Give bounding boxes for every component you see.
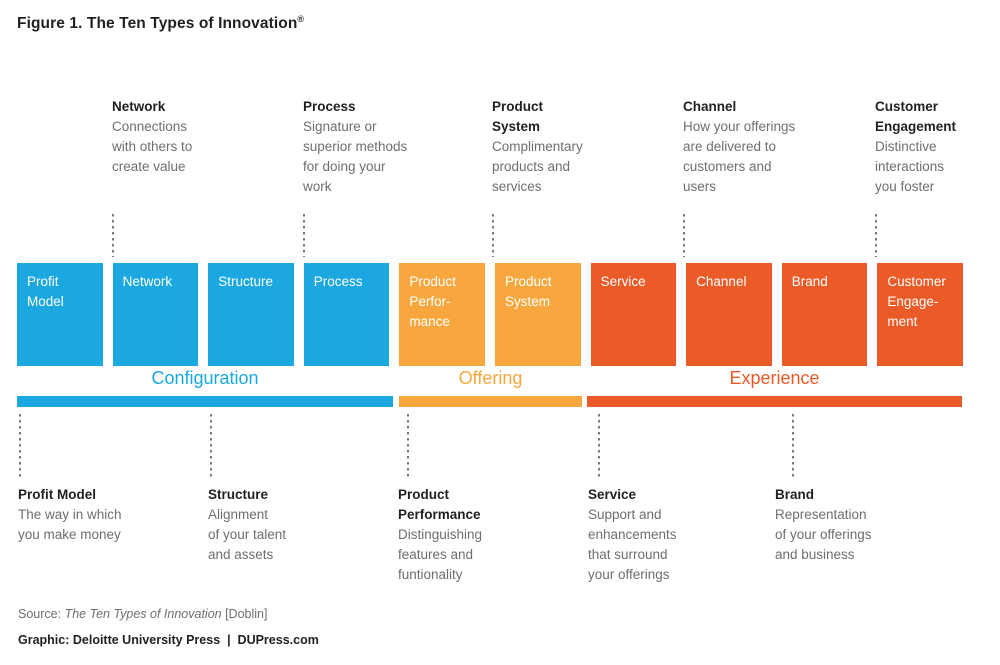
connector-dash-network (112, 214, 114, 257)
top-desc-process: Process Signature or superior methods fo… (303, 97, 448, 197)
top-desc-customer-engagement: Customer Engagement Distinctive interact… (875, 97, 997, 197)
type-boxes-row: Profit Model Network Structure Process P… (17, 263, 963, 366)
top-desc-network: Network Connections with others to creat… (112, 97, 257, 177)
category-label-configuration: Configuration (151, 368, 259, 388)
connector-dash-structure (210, 414, 212, 480)
source-line: Source: The Ten Types of Innovation [Dob… (18, 607, 267, 621)
bottom-desc-product-performance: Product Performance Distinguishing featu… (398, 485, 553, 585)
box-structure: Structure (208, 263, 294, 366)
top-desc-process-heading: Process (303, 99, 356, 114)
figure-title: Figure 1. The Ten Types of Innovation® (17, 14, 304, 33)
bottom-desc-product-performance-heading: Product Performance (398, 487, 481, 522)
category-bar-offering (399, 396, 582, 407)
bottom-desc-profit-model-body: The way in which you make money (18, 507, 122, 542)
connector-dash-service (598, 414, 600, 480)
bottom-desc-structure: Structure Alignment of your talent and a… (208, 485, 363, 565)
connector-dash-process (303, 214, 305, 257)
top-desc-channel: Channel How your offerings are delivered… (683, 97, 828, 197)
bottom-desc-service-body: Support and enhancements that surround y… (588, 507, 677, 582)
top-desc-network-heading: Network (112, 99, 166, 114)
category-bar-experience (587, 396, 962, 407)
registered-trademark-symbol: ® (297, 14, 305, 24)
credit-line: Graphic: Deloitte University Press | DUP… (18, 633, 319, 647)
bottom-desc-brand: Brand Representation of your offerings a… (775, 485, 930, 565)
bottom-desc-brand-body: Representation of your offerings and bus… (775, 507, 872, 562)
bottom-desc-profit-model-heading: Profit Model (18, 487, 96, 502)
category-bar-configuration (17, 396, 393, 407)
connector-dash-brand (792, 414, 794, 480)
box-channel: Channel (686, 263, 772, 366)
connector-dash-product-performance (407, 414, 409, 480)
connector-dash-profit-model (19, 414, 21, 480)
box-process: Process (303, 263, 390, 366)
source-book-title: The Ten Types of Innovation (64, 607, 222, 621)
box-network: Network (112, 263, 199, 366)
box-customer-engagement: Customer Engage- ment (877, 263, 963, 366)
box-brand: Brand (781, 263, 868, 366)
figure-title-text: Figure 1. The Ten Types of Innovation (17, 15, 298, 33)
connector-dash-channel (683, 214, 685, 257)
top-desc-customer-engagement-body: Distinctive interactions you foster (875, 139, 945, 194)
top-desc-channel-body: How your offerings are delivered to cust… (683, 119, 796, 194)
top-desc-customer-engagement-heading: Customer Engagement (875, 99, 957, 134)
box-product-performance: Product Perfor- mance (399, 263, 485, 366)
box-service: Service (590, 263, 677, 366)
bottom-desc-service-heading: Service (588, 487, 637, 502)
box-profit-model: Profit Model (17, 263, 103, 366)
bottom-desc-product-performance-body: Distinguishing features and funtionality (398, 527, 483, 582)
top-desc-channel-heading: Channel (683, 99, 737, 114)
top-desc-product-system-body: Complimentary products and services (492, 139, 583, 194)
connector-dash-product-system (492, 214, 494, 257)
top-desc-product-system-heading: Product System (492, 99, 544, 134)
bottom-desc-structure-heading: Structure (208, 487, 269, 502)
top-desc-process-body: Signature or superior methods for doing … (303, 119, 408, 194)
connector-dash-customer-engagement (875, 214, 877, 257)
category-label-offering: Offering (458, 368, 523, 388)
bottom-desc-service: Service Support and enhancements that su… (588, 485, 743, 585)
bottom-desc-brand-heading: Brand (775, 487, 815, 502)
top-desc-network-body: Connections with others to create value (112, 119, 193, 174)
box-product-system: Product System (494, 263, 581, 366)
bottom-desc-profit-model: Profit Model The way in which you make m… (18, 485, 173, 545)
source-prefix: Source: (18, 607, 65, 621)
bottom-desc-structure-body: Alignment of your talent and assets (208, 507, 287, 562)
category-label-experience: Experience (729, 368, 820, 388)
top-desc-product-system: Product System Complimentary products an… (492, 97, 637, 197)
source-suffix: [Doblin] (221, 607, 268, 621)
